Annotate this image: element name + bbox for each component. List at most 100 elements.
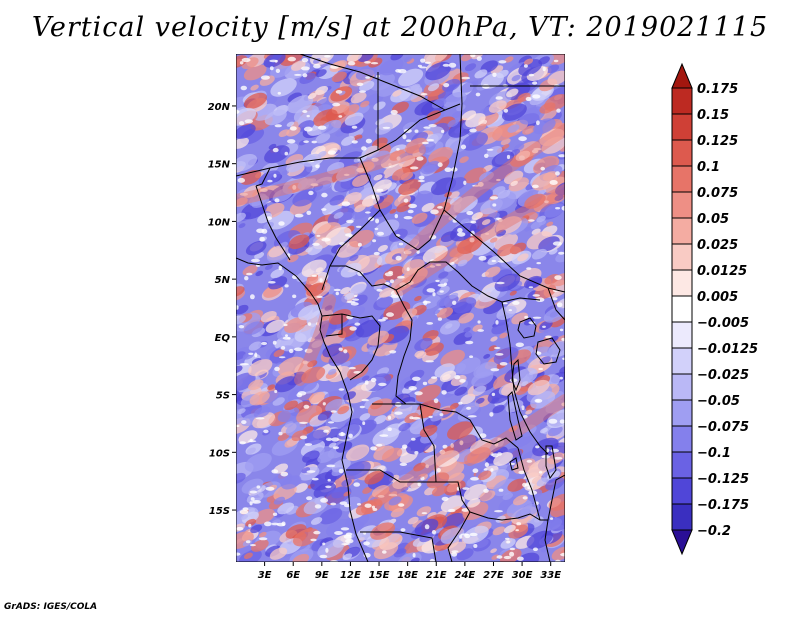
field-cell [278, 431, 283, 436]
field-cell [378, 382, 387, 387]
field-cell [324, 305, 333, 311]
coastlines-and-borders [236, 54, 565, 562]
field-cell [243, 92, 268, 109]
field-cell [437, 206, 443, 209]
field-cell [272, 340, 277, 345]
field-cell [359, 80, 375, 92]
field-cell [508, 425, 518, 433]
lat-tick-label: 20N [208, 102, 231, 113]
field-cell [278, 221, 285, 226]
field-cell [299, 421, 308, 424]
border [255, 167, 271, 187]
field-cell [539, 320, 553, 331]
field-cell [483, 488, 489, 493]
field-cell [543, 518, 562, 531]
field-cell [555, 171, 560, 176]
field-cell [351, 140, 358, 144]
field-cell [357, 242, 362, 247]
field-cell [499, 332, 508, 339]
field-cell [543, 307, 565, 323]
field-cell [244, 276, 249, 281]
field-cell [239, 441, 247, 445]
colorbar-label: 0.005 [697, 290, 738, 305]
field-cell [453, 195, 478, 213]
field-cell [252, 500, 261, 504]
field-cell [237, 177, 245, 183]
field-cell [268, 281, 276, 284]
field-cell [492, 526, 506, 536]
field-cell [261, 341, 268, 346]
map-title: Vertical velocity [m/s] at 200hPa, VT: 2… [31, 12, 769, 43]
field-cell [259, 236, 265, 242]
colorbar-box [671, 503, 693, 531]
field-cell [248, 352, 254, 355]
field-cell [555, 207, 561, 210]
field-cell [416, 156, 424, 161]
field-cell [530, 391, 556, 409]
field-cell [466, 406, 472, 410]
field-cell [494, 273, 521, 292]
field-cell [463, 327, 471, 333]
field-cell [492, 453, 499, 458]
field-cell [294, 347, 303, 352]
field-cell [373, 251, 380, 256]
field-cell [410, 557, 420, 562]
field-cell [338, 388, 345, 391]
field-cell [274, 376, 298, 393]
field-cell [341, 201, 351, 207]
field-cell [319, 554, 328, 559]
field-cell [474, 69, 488, 79]
field-cell [538, 367, 543, 371]
field-cell [363, 541, 370, 546]
field-cell [365, 211, 371, 214]
field-cell [299, 379, 318, 392]
field-cell [281, 169, 290, 176]
field-cell [429, 265, 436, 268]
field-cell [371, 485, 390, 498]
field-cell [338, 347, 343, 351]
field-cell [439, 449, 446, 455]
border [360, 531, 437, 562]
field-cell [503, 555, 512, 560]
field-cell [410, 83, 421, 91]
field-cell [311, 340, 323, 348]
field-cell [394, 214, 398, 219]
field-cell [508, 309, 512, 312]
field-cell [382, 126, 391, 129]
field-cell [459, 156, 469, 163]
colorbar-label: 0.125 [697, 134, 738, 149]
field-cell [283, 323, 288, 327]
field-cell [491, 259, 496, 263]
field-cell [297, 178, 314, 190]
field-cell [365, 138, 372, 144]
field-cell [523, 64, 528, 68]
field-cell [468, 319, 477, 326]
field-cell [241, 57, 251, 63]
field-cell [552, 241, 562, 246]
field-cell [236, 154, 258, 172]
field-cell [332, 102, 341, 107]
field-cell [250, 84, 259, 91]
field-cell [330, 410, 337, 413]
colorbar-box [671, 139, 693, 167]
field-cell [453, 297, 477, 314]
field-cell [505, 537, 510, 540]
field-cell [463, 180, 467, 185]
lon-tick-label: 15E [369, 570, 390, 581]
field-cell [411, 437, 416, 441]
field-cell [244, 119, 253, 124]
field-cell [250, 524, 263, 534]
field-cell [436, 468, 441, 473]
field-cell [479, 433, 487, 439]
field-cell [329, 194, 345, 206]
field-cell [521, 405, 525, 411]
field-cell [522, 496, 528, 500]
field-cell [407, 280, 414, 285]
field-cell [407, 209, 414, 214]
field-cell [400, 172, 414, 181]
field-cell [308, 391, 326, 404]
field-cell [475, 92, 481, 97]
field-cell [457, 259, 468, 267]
field-cell [473, 361, 498, 379]
field-cell [461, 76, 471, 80]
